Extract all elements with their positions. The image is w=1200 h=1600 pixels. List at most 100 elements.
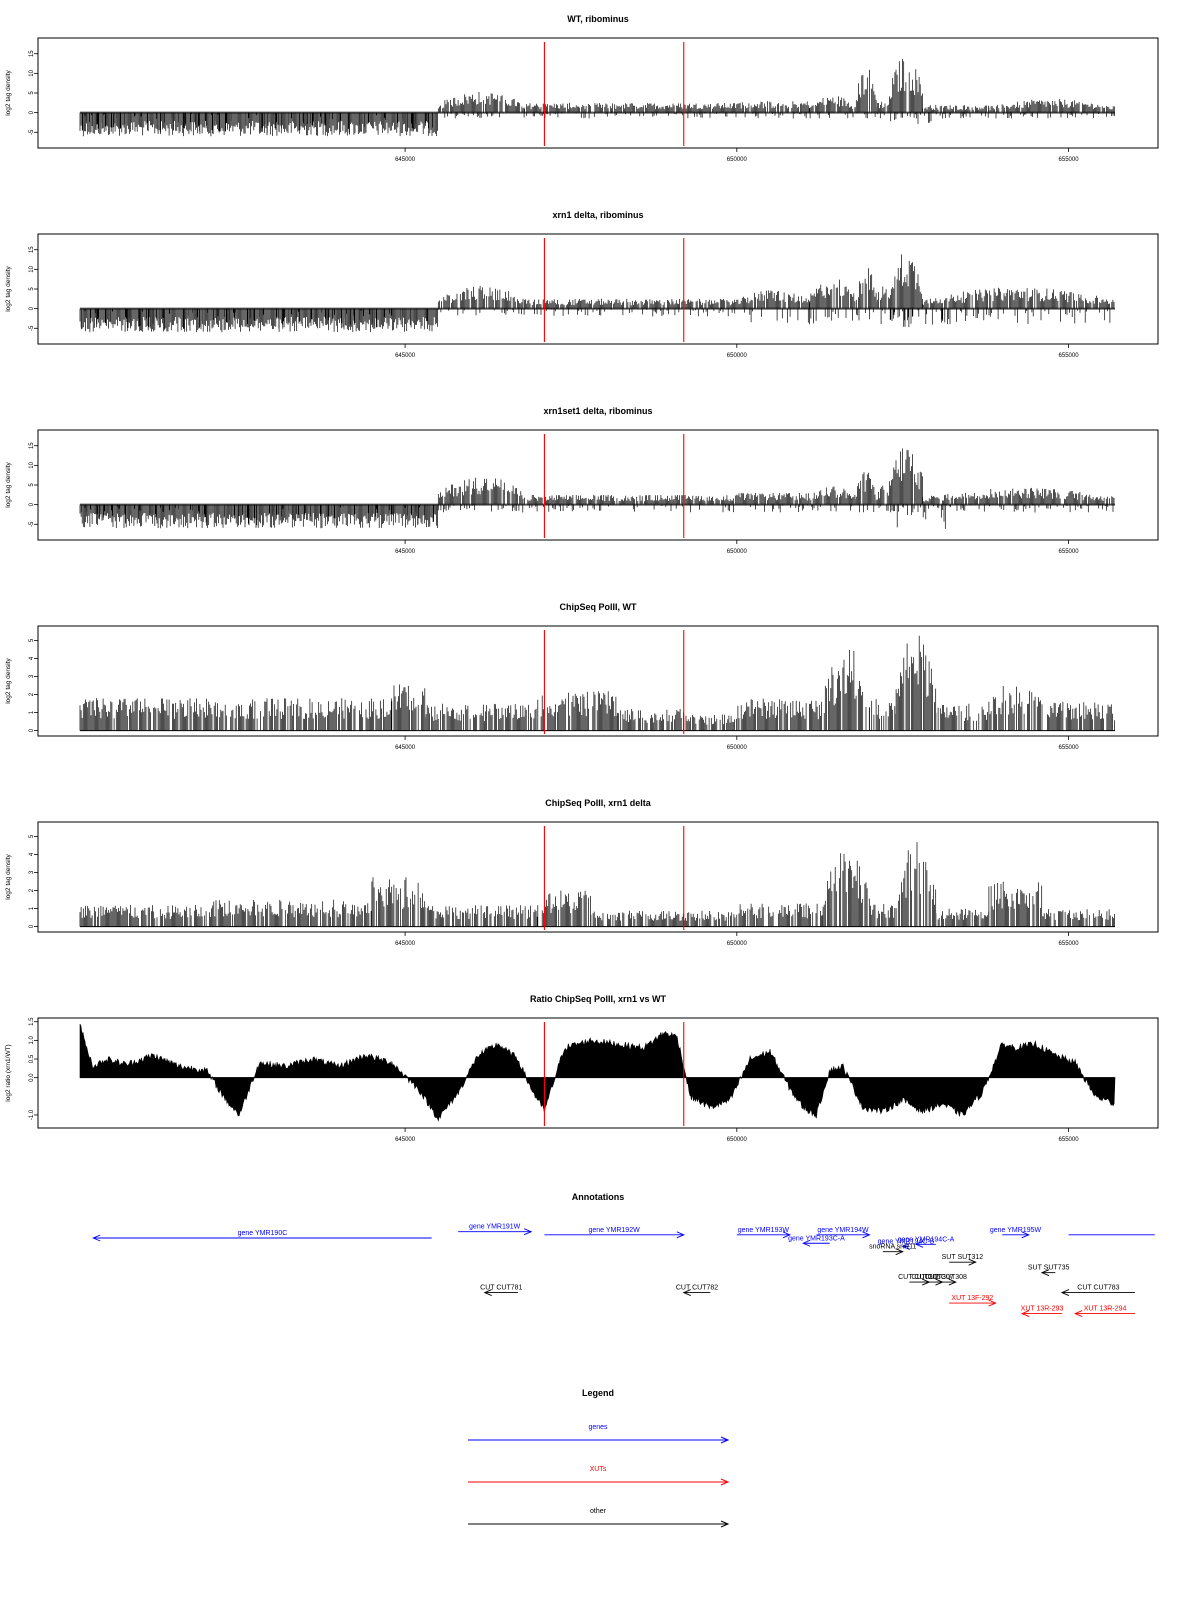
y-tick-label: 5 — [29, 287, 35, 291]
feature-arrow: CUT CUT781 — [480, 1285, 523, 1297]
y-tick-label: 10 — [29, 461, 35, 468]
legend-title: Legend — [582, 1388, 614, 1398]
x-tick-label: 650000 — [727, 745, 748, 751]
arrowhead-icon — [1020, 1310, 1030, 1318]
arrowhead-icon — [802, 1239, 811, 1247]
signal-path — [79, 59, 1115, 137]
feature-arrow: XUT 13R-293 — [1020, 1306, 1064, 1318]
chart-title: ChipSeq PolII, WT — [560, 602, 637, 612]
arrowhead-icon — [720, 1520, 730, 1528]
chart-panel-6: Ratio ChipSeq PolII, xrn1 vs WT -1.0 0.0 0.… — [5, 994, 1159, 1143]
legend-item-genes: genes — [468, 1424, 730, 1444]
legend-label: other — [590, 1508, 607, 1515]
feature-arrow: CUT CUT308 — [925, 1274, 967, 1286]
x-tick-label: 655000 — [1059, 353, 1080, 359]
arrowhead-icon — [523, 1228, 533, 1236]
arrowhead-icon — [720, 1436, 730, 1444]
x-tick-label: 645000 — [395, 1137, 416, 1143]
arrowhead-icon — [895, 1248, 904, 1256]
annotations-track: Annotations gene YMR190C gene YMR191W gene … — [92, 1192, 1155, 1318]
y-tick-label: 15 — [29, 442, 35, 449]
y-axis-label: log2 ratio (xrn1/WT) — [5, 1044, 12, 1101]
y-tick-label: 0 — [29, 110, 35, 114]
feature-arrow: gene YMR191W — [458, 1224, 533, 1236]
y-axis-label: log2 tag density — [5, 461, 12, 507]
signal-bars — [79, 59, 1115, 137]
signal-path — [79, 254, 1115, 333]
legend-item-other: other — [468, 1508, 730, 1528]
chart-title: ChipSeq PolII, xrn1 delta — [545, 798, 652, 808]
signal-path — [79, 842, 1115, 927]
arrowhead-icon — [988, 1299, 997, 1307]
feature-label: CUT CUT308 — [925, 1274, 967, 1281]
signal-bars — [79, 635, 1115, 732]
feature-arrow: XUT 13F-292 — [949, 1295, 997, 1307]
x-tick-label: 650000 — [727, 157, 748, 163]
y-tick-label: 4 — [29, 852, 35, 856]
feature-label: XUT 13F-292 — [951, 1295, 993, 1302]
y-tick-label: 1 — [29, 710, 35, 714]
y-axis-label: log2 tag density — [5, 69, 12, 115]
y-tick-label: -5 — [29, 521, 35, 527]
chart-panel-3: xrn1set1 delta, ribominus -5 0 5 10 15 log2 ta… — [5, 406, 1159, 555]
x-tick-label: 655000 — [1059, 745, 1080, 751]
chart-title: xrn1 delta, ribominus — [552, 210, 643, 220]
y-tick-label: 5 — [29, 91, 35, 95]
arrowhead-icon — [676, 1231, 685, 1239]
legend-item-xuts: XUTs — [468, 1466, 730, 1486]
y-tick-label: 1.0 — [29, 1036, 35, 1045]
chart-title: WT, ribominus — [567, 14, 629, 24]
y-tick-label: 5 — [29, 834, 35, 838]
feature-arrow: gene YMR192W — [544, 1227, 685, 1239]
chart-title: Ratio ChipSeq PolII, xrn1 vs WT — [530, 994, 667, 1004]
y-tick-label: -5 — [29, 325, 35, 331]
feature-arrow: SUT SUT735 — [1028, 1265, 1070, 1277]
feature-label: gene YMR192W — [588, 1227, 640, 1234]
y-tick-label: 5 — [29, 483, 35, 487]
x-tick-label: 655000 — [1059, 157, 1080, 163]
y-tick-label: 0.5 — [29, 1054, 35, 1063]
y-axis-label: log2 tag density — [5, 657, 12, 703]
y-tick-label: 0 — [29, 306, 35, 310]
chart-title: xrn1set1 delta, ribominus — [543, 406, 652, 416]
y-tick-label: 15 — [29, 246, 35, 253]
x-tick-label: 645000 — [395, 549, 416, 555]
feature-arrow: gene YMR194C-B — [878, 1238, 935, 1250]
feature-arrow: CUT CUT782 — [676, 1285, 718, 1297]
x-tick-label: 645000 — [395, 157, 416, 163]
x-tick-label: 645000 — [395, 941, 416, 947]
x-tick-label: 650000 — [727, 941, 748, 947]
plot-frame — [37, 1017, 1159, 1129]
feature-arrow: gene YMR190C — [92, 1230, 432, 1242]
ratio-area — [79, 1023, 1116, 1122]
plot-frame — [37, 625, 1159, 737]
x-tick-label: 650000 — [727, 353, 748, 359]
legend: Legend genes XUTs other — [468, 1388, 730, 1528]
signal-bars — [79, 448, 1115, 529]
feature-label: snoRNA snR11 — [869, 1244, 916, 1251]
signal-path — [79, 448, 1115, 529]
arrowhead-icon — [782, 1231, 792, 1239]
feature-label: XUT 13R-293 — [1021, 1306, 1064, 1313]
y-tick-label: 4 — [29, 656, 35, 660]
arrowhead-icon — [948, 1278, 957, 1286]
x-tick-label: 645000 — [395, 353, 416, 359]
plot-frame — [37, 233, 1159, 345]
y-tick-label: 3 — [29, 870, 35, 874]
arrowhead-icon — [1060, 1289, 1070, 1297]
y-tick-label: 2 — [29, 888, 35, 892]
y-tick-label: 0 — [29, 502, 35, 506]
signal-path — [79, 635, 1115, 731]
y-tick-label: 15 — [29, 50, 35, 57]
plot-frame — [37, 37, 1159, 149]
feature-label: CUT CUT781 — [480, 1285, 522, 1292]
y-tick-label: -5 — [29, 129, 35, 135]
annotations-title: Annotations — [572, 1192, 625, 1202]
legend-label: genes — [588, 1424, 608, 1431]
y-tick-label: 5 — [29, 638, 35, 642]
chart-panel-5: ChipSeq PolII, xrn1 delta 0 1 2 3 4 5 log2 tag … — [5, 798, 1159, 947]
x-tick-label: 650000 — [727, 1137, 748, 1143]
plot-frame — [37, 429, 1159, 541]
y-tick-label: 10 — [29, 265, 35, 272]
